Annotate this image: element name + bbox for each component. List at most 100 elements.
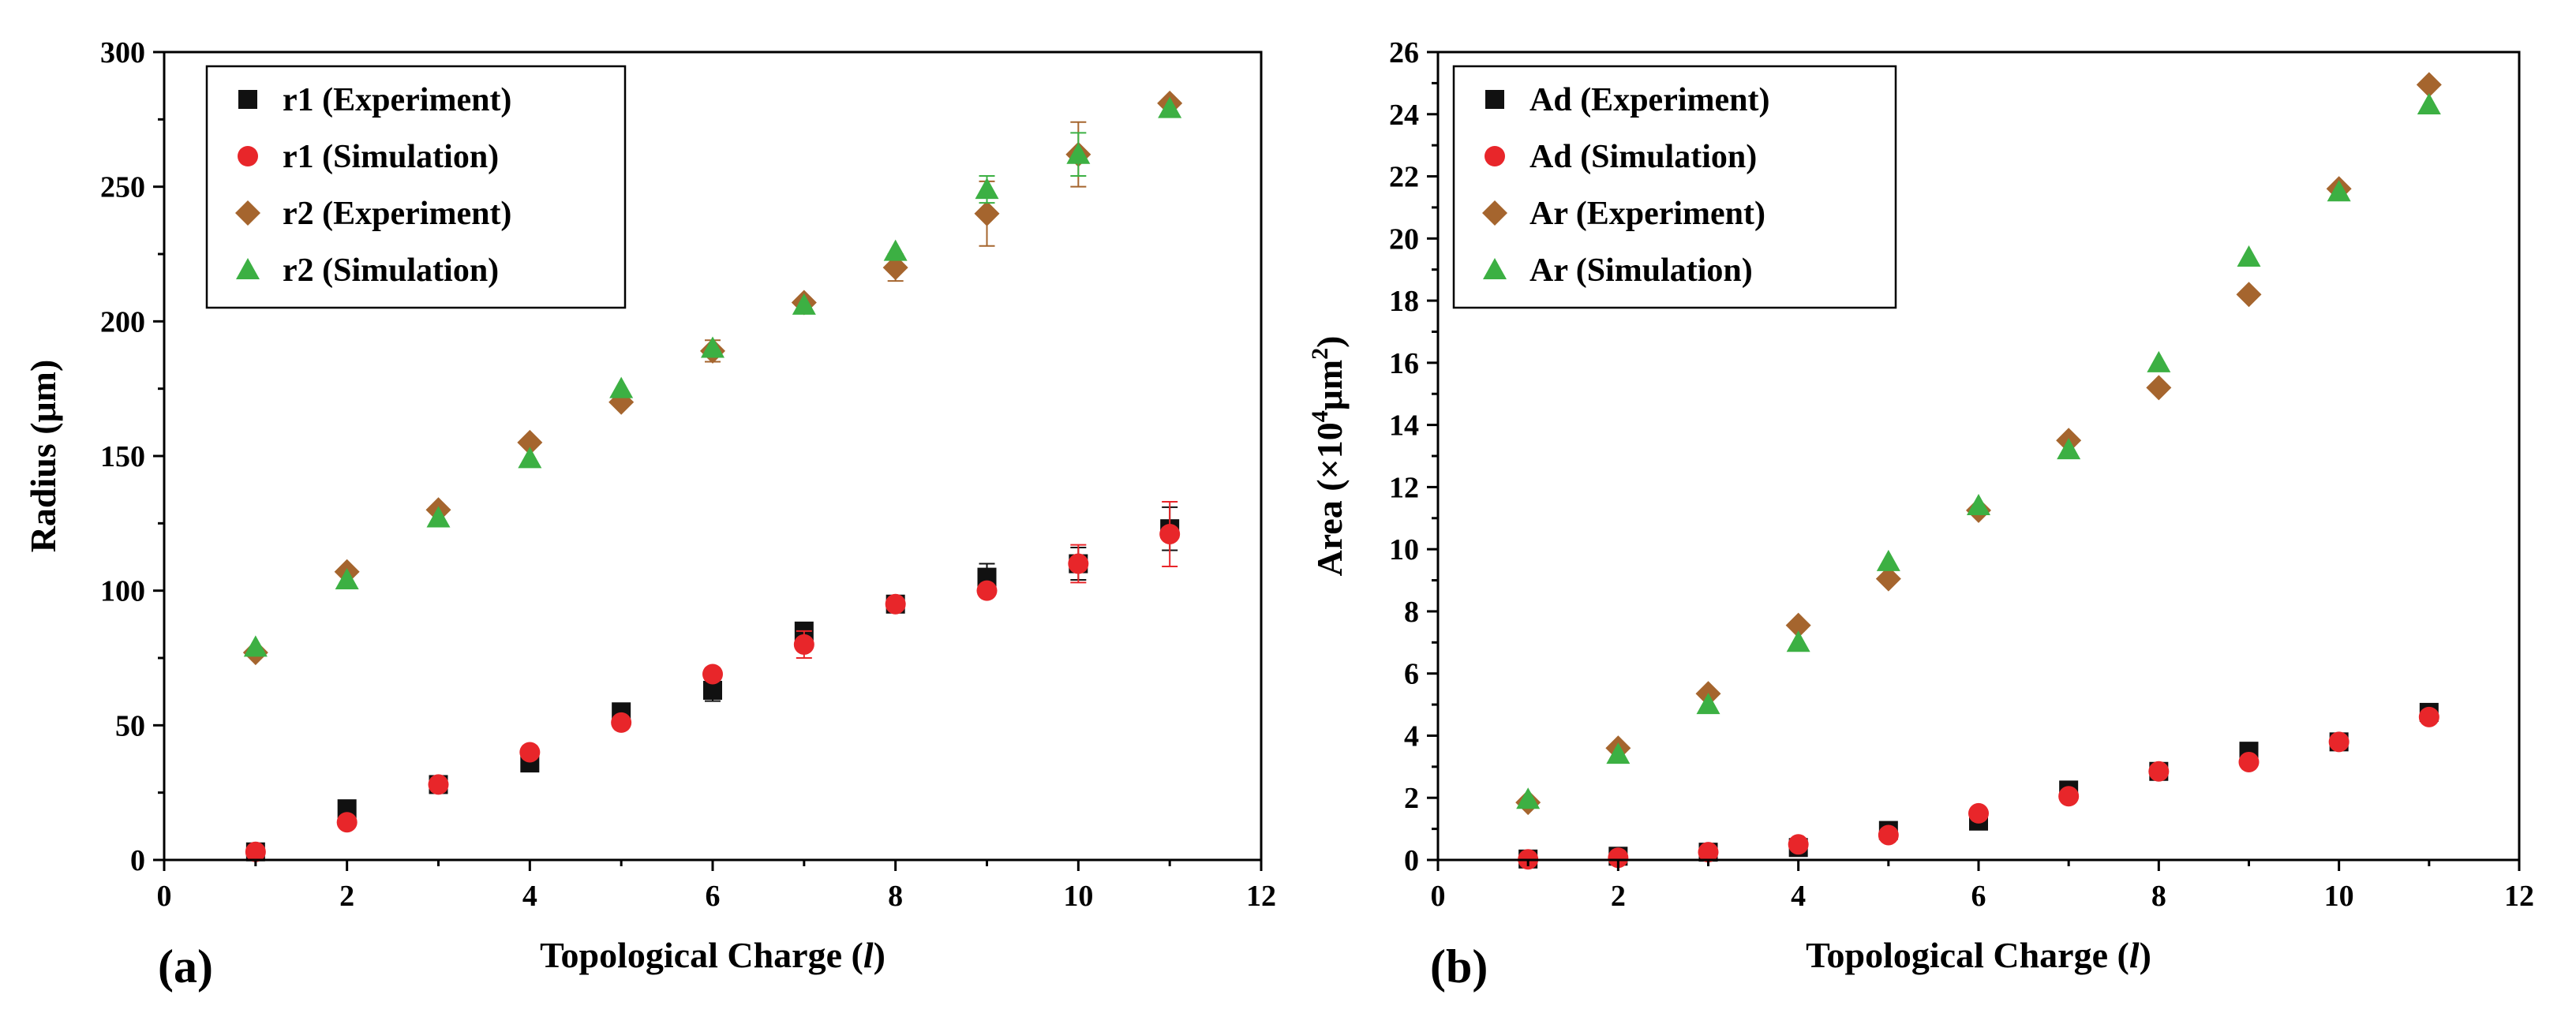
panel-a-x-tick-label: 2 — [339, 880, 354, 913]
panel-b-y-tick-label: 4 — [1404, 720, 1419, 753]
panel-a-y-tick-label: 300 — [100, 36, 145, 69]
panel-a-x-tick-label: 0 — [157, 880, 172, 913]
data-point-ar-simulation — [2147, 350, 2171, 372]
legend-label-ar-simulation: Ar (Simulation) — [1530, 252, 1753, 289]
panel-b-y-tick-label: 18 — [1389, 285, 1419, 318]
data-point-r1-simulation — [428, 774, 449, 795]
data-point-ad-simulation — [1878, 824, 1899, 846]
panel-b-label: (b) — [1430, 940, 1488, 992]
panel-a-x-tick-label: 6 — [706, 880, 721, 913]
data-point-ar-simulation — [2237, 245, 2261, 267]
data-point-r2-simulation — [426, 506, 451, 528]
panel-a-label: (a) — [158, 940, 213, 992]
data-point-r1-simulation — [245, 841, 266, 862]
data-point-ar-simulation — [1516, 787, 1541, 809]
data-point-ar-experiment — [1785, 612, 1811, 638]
panel-b-y-axis-title: Area (×104μm2) — [1307, 336, 1350, 577]
data-point-r2-experiment — [517, 429, 543, 455]
series-ad-experiment — [1518, 702, 2439, 869]
panel-b-x-tick-label: 0 — [1431, 880, 1446, 913]
panel-a-x-tick-label: 12 — [1246, 880, 1276, 913]
panel-b-y-tick-label: 20 — [1389, 222, 1419, 256]
panel-b-y-tick-label: 12 — [1389, 471, 1419, 504]
data-point-r2-simulation — [883, 239, 908, 261]
legend-label-r2-simulation: r2 (Simulation) — [283, 252, 499, 289]
panel-a-y-tick-label: 0 — [130, 844, 145, 877]
data-point-ad-simulation — [2418, 706, 2439, 727]
legend-marker-r2-simulation — [236, 258, 260, 279]
legend-label-ar-experiment: Ar (Experiment) — [1530, 196, 1765, 232]
series-ad-simulation — [1518, 706, 2439, 870]
panel-b-y-tick-label: 8 — [1404, 596, 1419, 629]
panel-b-x-tick-label: 4 — [1791, 880, 1806, 913]
data-point-r1-simulation — [885, 593, 906, 615]
panel-a-y-axis-title: Radius (μm) — [23, 360, 63, 553]
panel-a-legend: r1 (Experiment) r1 (Simulation) r2 (Experi… — [205, 65, 627, 309]
data-point-r1-simulation — [519, 742, 541, 763]
panel-b-x-tick-label: 6 — [1971, 880, 1986, 913]
data-point-ad-simulation — [1608, 847, 1629, 869]
data-point-ar-simulation — [2417, 92, 2441, 114]
legend-marker-ar-simulation — [1483, 258, 1507, 279]
data-point-r1-simulation — [1159, 523, 1181, 544]
data-point-r2-simulation — [701, 336, 724, 358]
panel-a-x-axis-title: Topological Charge (l) — [540, 935, 886, 975]
data-point-r2-experiment — [974, 200, 1000, 226]
data-point-r2-simulation — [792, 293, 816, 315]
panel-b-x-tick-label: 2 — [1611, 880, 1626, 913]
data-point-ar-simulation — [2057, 438, 2081, 460]
data-point-ar-simulation — [1876, 549, 1900, 571]
legend-marker-r2-experiment — [235, 200, 260, 226]
panel-b-marks — [1515, 72, 2442, 870]
panel-b-x-axis-title: Topological Charge (l) — [1806, 935, 2151, 975]
panel-a-y-tick-label: 100 — [100, 575, 145, 608]
panel-b-y-tick-label: 6 — [1404, 658, 1419, 691]
data-point-ar-simulation — [2327, 180, 2351, 202]
panel-b-x-tick-label: 10 — [2324, 880, 2354, 913]
panel-b-x-tick-label: 8 — [2151, 880, 2166, 913]
panel-a-x-tick-label: 4 — [522, 880, 537, 913]
data-point-r2-simulation — [1066, 142, 1091, 164]
data-point-r1-simulation — [336, 812, 358, 833]
panel-b-y-tick-label: 2 — [1404, 782, 1419, 815]
panel-a-legend-box — [205, 65, 627, 309]
panel-b-y-tick-label: 16 — [1389, 347, 1419, 380]
panel-b-x-tick-label: 12 — [2504, 880, 2534, 913]
series-r2-simulation — [243, 96, 1182, 657]
data-point-r2-simulation — [335, 568, 359, 590]
panel-a-x-tick-label: 8 — [888, 880, 903, 913]
data-point-r2-simulation — [975, 178, 999, 200]
data-point-ad-simulation — [2238, 751, 2260, 772]
legend-label-r2-experiment: r2 (Experiment) — [283, 196, 511, 232]
legend-label-r1-experiment: r1 (Experiment) — [283, 82, 511, 118]
data-point-ad-simulation — [2328, 731, 2349, 753]
panel-b-y-tick-label: 0 — [1404, 844, 1419, 877]
data-point-ad-simulation — [1698, 842, 1719, 863]
legend-marker-ar-experiment — [1482, 200, 1507, 226]
legend-label-ad-experiment: Ad (Experiment) — [1530, 82, 1769, 118]
data-point-ar-simulation — [1967, 494, 1990, 516]
data-point-ar-experiment — [2416, 72, 2442, 98]
data-point-ar-experiment — [1875, 566, 1901, 592]
data-point-r2-simulation — [518, 447, 542, 469]
panel-a-x-tick-label: 10 — [1063, 880, 1093, 913]
data-point-r2-simulation — [243, 635, 268, 657]
data-point-ar-simulation — [1606, 742, 1631, 764]
panel-b-y-tick-label: 14 — [1389, 409, 1419, 443]
data-point-ar-experiment — [2146, 375, 2172, 401]
data-point-r1-simulation — [976, 580, 998, 601]
panel-b-y-tick-label: 22 — [1389, 161, 1419, 194]
series-r1-simulation — [245, 501, 1181, 862]
data-point-ar-simulation — [1696, 693, 1720, 715]
data-point-ar-experiment — [2236, 282, 2262, 308]
data-point-r1-simulation — [1068, 553, 1089, 574]
legend-marker-r1-experiment — [238, 90, 257, 109]
data-point-r2-simulation — [609, 376, 634, 398]
data-point-r2-simulation — [1158, 96, 1182, 118]
series-ar-simulation — [1516, 92, 2441, 809]
panel-b-y-tick-label: 24 — [1389, 99, 1419, 132]
